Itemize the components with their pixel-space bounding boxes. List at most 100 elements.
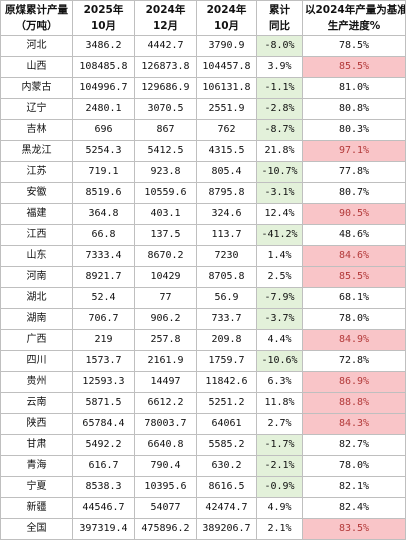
yoy-cell: 1.4% [256,245,303,267]
progress-cell: 85.5% [302,266,406,288]
value-2025-oct-cell: 2480.1 [72,98,135,120]
table-row: 江西 66.8 137.5 113.7 -41.2% 48.6% [0,224,406,246]
table-row: 宁夏 8538.3 10395.6 8616.5 -0.9% 82.1% [0,476,406,498]
value-2024-oct-cell: 1759.7 [196,350,257,372]
header-2024-oct-line2: 10月 [213,20,240,32]
progress-cell: 72.8% [302,350,406,372]
table-body: 河北 3486.2 4442.7 3790.9 -8.0% 78.5% 山西 108485.8… [0,35,406,540]
header-2024-dec-line2: 12月 [152,20,179,32]
yoy-cell: 11.8% [256,392,303,414]
header-progress-line1: 以2024年产量为基准 [305,4,406,16]
value-2025-oct-cell: 364.8 [72,203,135,225]
value-2024-oct-cell: 324.6 [196,203,257,225]
progress-cell: 86.9% [302,371,406,393]
value-2025-oct-cell: 219 [72,329,135,351]
value-2024-dec-cell: 3070.5 [134,98,197,120]
province-cell: 黑龙江 [0,140,73,162]
table-row: 山西 108485.8 126873.8 104457.8 3.9% 85.5% [0,56,406,78]
yoy-cell: -3.7% [256,308,303,330]
value-2024-dec-cell: 403.1 [134,203,197,225]
table-row: 内蒙古 104996.7 129686.9 106131.8 -1.1% 81.0% [0,77,406,99]
progress-cell: 78.0% [302,455,406,477]
progress-cell: 90.5% [302,203,406,225]
value-2025-oct-cell: 397319.4 [72,518,135,540]
province-cell: 全国 [0,518,73,540]
header-progress: 以2024年产量为基准 生产进度% [302,0,406,36]
yoy-cell: -8.0% [256,35,303,57]
progress-cell: 82.4% [302,497,406,519]
value-2024-dec-cell: 8670.2 [134,245,197,267]
value-2024-dec-cell: 2161.9 [134,350,197,372]
province-cell: 甘肃 [0,434,73,456]
yoy-cell: -3.1% [256,182,303,204]
yoy-cell: 2.1% [256,518,303,540]
table-row: 云南 5871.5 6612.2 5251.2 11.8% 88.8% [0,392,406,414]
header-2025-oct: 2025年 10月 [72,0,135,36]
header-yoy: 累计 同比 [256,0,303,36]
yoy-cell: 21.8% [256,140,303,162]
value-2025-oct-cell: 8519.6 [72,182,135,204]
province-cell: 内蒙古 [0,77,73,99]
yoy-cell: -1.1% [256,77,303,99]
progress-cell: 80.8% [302,98,406,120]
yoy-cell: 4.9% [256,497,303,519]
header-province-line2: （万吨） [15,20,58,32]
progress-cell: 97.1% [302,140,406,162]
province-cell: 新疆 [0,497,73,519]
table-row: 陕西 65784.4 78003.7 64061 2.7% 84.3% [0,413,406,435]
yoy-cell: 2.7% [256,413,303,435]
value-2024-dec-cell: 126873.8 [134,56,197,78]
province-cell: 青海 [0,455,73,477]
value-2024-oct-cell: 8705.8 [196,266,257,288]
yoy-cell: -10.6% [256,350,303,372]
header-2025-oct-line2: 10月 [90,20,117,32]
province-cell: 陕西 [0,413,73,435]
province-cell: 广西 [0,329,73,351]
table-row: 黑龙江 5254.3 5412.5 4315.5 21.8% 97.1% [0,140,406,162]
value-2024-dec-cell: 5412.5 [134,140,197,162]
value-2025-oct-cell: 3486.2 [72,35,135,57]
value-2024-oct-cell: 630.2 [196,455,257,477]
province-cell: 四川 [0,350,73,372]
progress-cell: 82.1% [302,476,406,498]
yoy-cell: 12.4% [256,203,303,225]
progress-cell: 84.6% [302,245,406,267]
province-cell: 河北 [0,35,73,57]
yoy-cell: -7.9% [256,287,303,309]
value-2025-oct-cell: 719.1 [72,161,135,183]
table-row: 安徽 8519.6 10559.6 8795.8 -3.1% 80.7% [0,182,406,204]
table-row: 湖南 706.7 906.2 733.7 -3.7% 78.0% [0,308,406,330]
value-2024-oct-cell: 8795.8 [196,182,257,204]
table-row: 青海 616.7 790.4 630.2 -2.1% 78.0% [0,455,406,477]
value-2024-oct-cell: 733.7 [196,308,257,330]
progress-cell: 88.8% [302,392,406,414]
value-2024-oct-cell: 56.9 [196,287,257,309]
province-cell: 山东 [0,245,73,267]
yoy-cell: 3.9% [256,56,303,78]
value-2024-dec-cell: 790.4 [134,455,197,477]
value-2024-dec-cell: 10395.6 [134,476,197,498]
progress-cell: 82.7% [302,434,406,456]
value-2024-dec-cell: 475896.2 [134,518,197,540]
progress-cell: 85.5% [302,56,406,78]
value-2024-oct-cell: 3790.9 [196,35,257,57]
table-row: 广西 219 257.8 209.8 4.4% 84.9% [0,329,406,351]
progress-cell: 80.3% [302,119,406,141]
header-yoy-line2: 同比 [269,20,290,32]
header-2024-oct: 2024年 10月 [196,0,257,36]
header-2024-dec: 2024年 12月 [134,0,197,36]
value-2025-oct-cell: 696 [72,119,135,141]
progress-cell: 68.1% [302,287,406,309]
province-cell: 湖北 [0,287,73,309]
value-2025-oct-cell: 706.7 [72,308,135,330]
header-yoy-line1: 累计 [269,4,290,16]
value-2024-dec-cell: 129686.9 [134,77,197,99]
progress-cell: 83.5% [302,518,406,540]
value-2024-oct-cell: 104457.8 [196,56,257,78]
table-row: 河南 8921.7 10429 8705.8 2.5% 85.5% [0,266,406,288]
value-2025-oct-cell: 52.4 [72,287,135,309]
table-row: 湖北 52.4 77 56.9 -7.9% 68.1% [0,287,406,309]
table-row: 辽宁 2480.1 3070.5 2551.9 -2.8% 80.8% [0,98,406,120]
value-2025-oct-cell: 5492.2 [72,434,135,456]
